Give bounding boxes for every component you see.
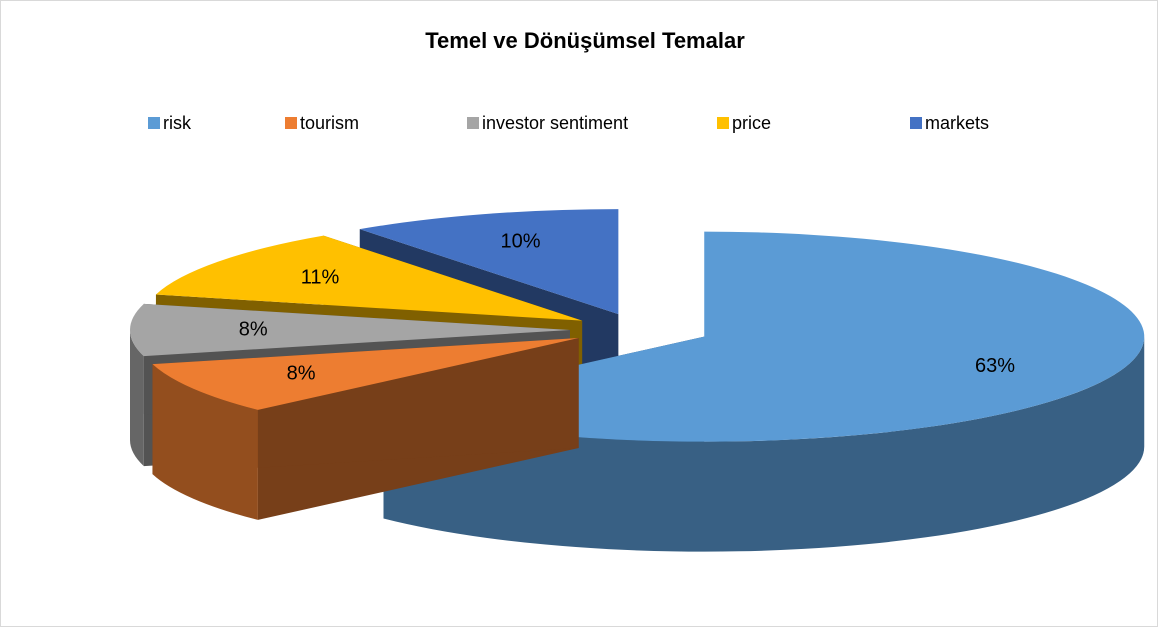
chart-title: Temel ve Dönüşümsel Temalar [425, 28, 745, 53]
legend-label: risk [163, 113, 192, 133]
slice-wall [152, 364, 258, 520]
data-label: 8% [287, 363, 316, 385]
slice [155, 235, 583, 321]
legend-swatch [148, 117, 160, 129]
slice [359, 209, 619, 315]
data-label: 8% [239, 318, 268, 340]
slice-wall [130, 330, 144, 467]
legend-swatch [467, 117, 479, 129]
data-label: 10% [500, 230, 540, 252]
legend-label: tourism [300, 113, 359, 133]
slice [130, 303, 570, 357]
legend-swatch [910, 117, 922, 129]
legend-swatch [717, 117, 729, 129]
legend-label: markets [925, 113, 989, 133]
data-label: 63% [975, 355, 1015, 377]
slice [152, 338, 579, 410]
slice-wall [383, 336, 1145, 552]
legend-swatch [285, 117, 297, 129]
data-label: 11% [301, 266, 340, 288]
legend-label: price [732, 113, 771, 133]
legend-label: investor sentiment [482, 113, 628, 133]
